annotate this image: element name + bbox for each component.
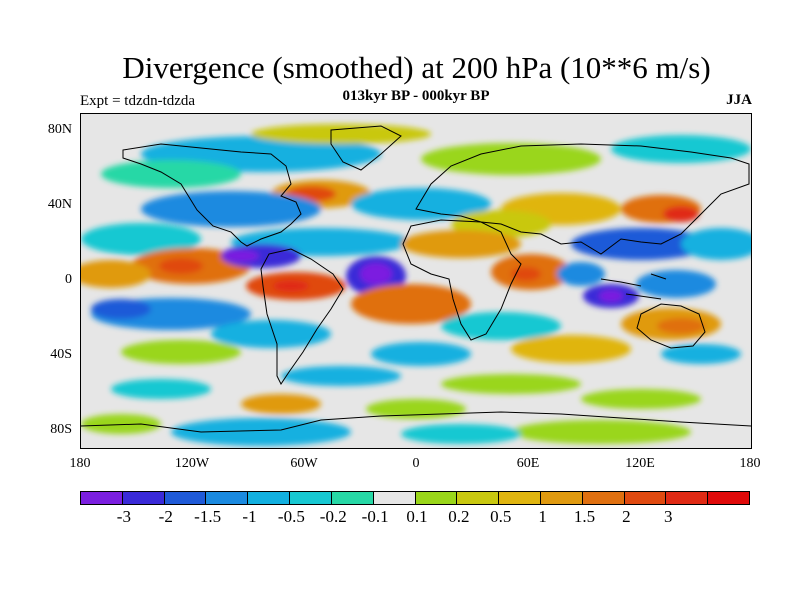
- field-blob: [81, 260, 151, 288]
- field-blob: [141, 191, 321, 227]
- coastline-north-america: [122, 143, 302, 247]
- field-blob: [636, 270, 716, 298]
- colorbar-swatch: [624, 492, 667, 504]
- coastline-maritime-continent: [600, 273, 667, 300]
- colorbar-label: -0.2: [319, 507, 347, 526]
- field-blob: [171, 418, 351, 446]
- field-blob: [351, 188, 491, 220]
- field-blob: [511, 267, 541, 281]
- field-blob: [351, 284, 471, 324]
- colorbar-swatch: [248, 492, 291, 504]
- field-blob: [241, 394, 321, 414]
- field-blob: [511, 335, 631, 363]
- colorbar-swatch: [290, 492, 332, 504]
- colorbar-label: -2: [158, 507, 173, 526]
- colorbar-swatch: [415, 492, 458, 504]
- lon-label-180e: 180: [739, 456, 761, 471]
- lat-label-40s: 40S: [50, 347, 72, 362]
- colorbar-swatch: [331, 492, 374, 504]
- field-blob: [611, 135, 751, 163]
- field-blob: [81, 223, 201, 255]
- colorbar-label: 2: [622, 507, 631, 526]
- colorbar-label: -1: [242, 507, 257, 526]
- field-blob: [273, 280, 309, 292]
- colorbar-swatch: [457, 492, 500, 504]
- colorbar-label: -0.1: [361, 507, 389, 526]
- field-blob: [401, 230, 521, 258]
- lon-label-120w: 120W: [174, 456, 210, 471]
- field-blob: [599, 290, 623, 302]
- coastline-eurasia: [415, 143, 750, 255]
- season-label: JJA: [726, 92, 752, 108]
- colorbar-label: -3: [116, 507, 131, 526]
- field-blob: [121, 340, 241, 364]
- colorbar-swatch: [81, 492, 123, 504]
- field-blob: [251, 124, 431, 144]
- colorbar-swatch: [582, 492, 625, 504]
- field-blob: [657, 318, 705, 334]
- lon-label-0: 0: [412, 456, 420, 471]
- colorbar-label: 0.1: [406, 507, 428, 526]
- colorbar-label: 0.2: [448, 507, 470, 526]
- colorbar-label: 1.5: [573, 507, 596, 526]
- colorbar-swatch: [206, 492, 249, 504]
- field-blob: [681, 228, 751, 260]
- lat-label-80n: 80N: [47, 122, 72, 137]
- lon-label-180w: 180: [69, 456, 91, 471]
- colorbar-label: 0.5: [490, 507, 512, 526]
- coastline-greenland: [330, 125, 402, 171]
- divergence-field: [81, 124, 751, 446]
- coastline-antarctica: [81, 411, 751, 433]
- field-blob: [511, 420, 691, 444]
- coastline-south-america: [260, 248, 344, 385]
- colorbar-label: -1.5: [194, 507, 222, 526]
- field-blob: [557, 262, 605, 286]
- field-blob: [661, 344, 741, 364]
- coastline-australia: [636, 303, 706, 349]
- colorbar-swatch: [708, 492, 749, 504]
- lat-label-equator: 0: [65, 272, 72, 287]
- colorbar-swatch: [373, 492, 416, 504]
- field-blob: [663, 206, 699, 222]
- field-blob: [581, 389, 701, 409]
- experiment-label: Expt = tdzdn-tdzda: [80, 93, 196, 109]
- colorbar-swatch: [164, 492, 207, 504]
- coastlines: [81, 125, 751, 433]
- field-blob: [81, 414, 161, 434]
- lon-label-120e: 120E: [625, 456, 655, 471]
- map-plot-area: [80, 113, 752, 449]
- field-blob: [401, 424, 521, 444]
- field-blob: [371, 342, 471, 366]
- colorbar-label: -0.5: [277, 507, 305, 526]
- chart-title: Divergence (smoothed) at 200 hPa (10**6 …: [122, 50, 711, 85]
- colorbar: [80, 491, 750, 505]
- field-blob: [421, 143, 601, 175]
- colorbar-swatch: [499, 492, 541, 504]
- field-blob: [441, 312, 561, 340]
- field-blob: [91, 299, 151, 319]
- chart-subtitle: 013kyr BP - 000kyr BP: [342, 88, 490, 104]
- field-blob: [211, 320, 331, 348]
- colorbar-label: 3: [664, 507, 673, 526]
- coastline-africa: [402, 219, 522, 341]
- field-blob: [223, 250, 259, 262]
- field-blob: [159, 258, 203, 274]
- field-blob: [360, 263, 392, 285]
- lon-label-60w: 60W: [290, 456, 318, 471]
- map-canvas: [81, 114, 751, 448]
- field-blob: [281, 366, 401, 386]
- colorbar-swatch: [540, 492, 583, 504]
- lon-label-60e: 60E: [516, 456, 540, 471]
- field-blob: [101, 160, 241, 188]
- lat-label-40n: 40N: [47, 197, 72, 212]
- colorbar-swatch: [122, 492, 165, 504]
- colorbar-swatch: [666, 492, 709, 504]
- lat-label-80s: 80S: [50, 422, 72, 437]
- colorbar-label: 1: [538, 507, 547, 526]
- field-blob: [111, 379, 211, 399]
- field-blob: [441, 374, 581, 394]
